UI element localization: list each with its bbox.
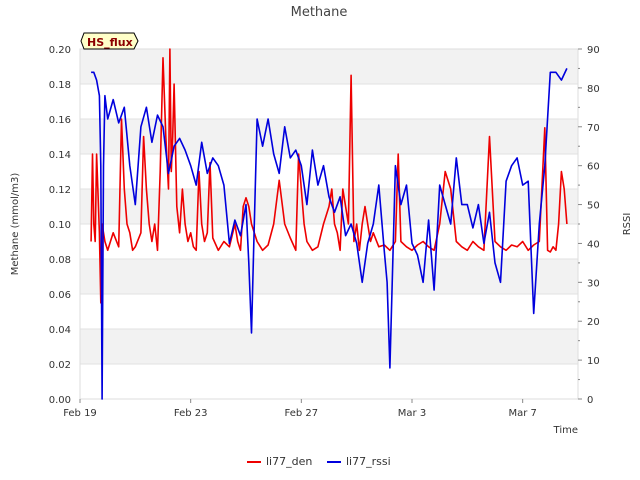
- left-tick-label: 0.02: [49, 360, 71, 371]
- right-tick-label: 70: [587, 123, 600, 134]
- right-tick-label: 30: [587, 278, 600, 289]
- series-line-li77-rssi: [91, 68, 568, 400]
- left-tick-label: 0.04: [49, 325, 71, 336]
- x-tick-label: Mar 7: [508, 408, 536, 419]
- right-tick-label: 0: [587, 395, 593, 406]
- series-layer: [90, 48, 568, 400]
- plot-band: [80, 119, 578, 154]
- right-tick-label: 40: [587, 239, 600, 250]
- legend-label-li77-den: li77_den: [266, 455, 312, 468]
- right-tick-label: 20: [587, 317, 600, 328]
- x-tick-label: Feb 19: [63, 408, 97, 419]
- series-line-li77-den: [90, 48, 568, 304]
- right-tick-label: 90: [587, 45, 600, 56]
- right-tick-label: 10: [587, 356, 600, 367]
- badge-label: HS_flux: [87, 36, 133, 49]
- right-axis-ticks: 0 10 20 30 40 50 60 70 80 90: [578, 45, 600, 406]
- x-tick-label: Feb 23: [174, 408, 208, 419]
- left-tick-label: 0.16: [49, 115, 71, 126]
- left-tick-label: 0.18: [49, 80, 71, 91]
- legend: li77_den li77_rssi: [247, 455, 391, 468]
- left-tick-label: 0.14: [49, 150, 71, 161]
- left-tick-label: 0.20: [49, 45, 71, 56]
- plot-band: [80, 329, 578, 364]
- left-tick-label: 0.12: [49, 185, 71, 196]
- x-axis-title: Time: [553, 425, 578, 436]
- left-axis-ticks: 0.00 0.02 0.04 0.06 0.08 0.10 0.12 0.14 0.16 0.18…: [49, 45, 71, 406]
- left-tick-label: 0.06: [49, 290, 71, 301]
- right-tick-label: 80: [587, 84, 600, 95]
- chart-title: Methane: [291, 5, 348, 20]
- y-axis-title-left: Methane (mmol/m3): [10, 173, 21, 276]
- right-tick-label: 60: [587, 162, 600, 173]
- left-tick-label: 0.00: [49, 395, 71, 406]
- x-axis-ticks: Feb 19 Feb 23 Feb 27 Mar 3 Mar 7: [63, 399, 537, 419]
- x-tick-label: Feb 27: [285, 408, 319, 419]
- plot-band: [80, 49, 578, 84]
- x-tick-label: Mar 3: [398, 408, 426, 419]
- y-axis-title-right: RSSI: [622, 213, 633, 236]
- gridlines: [80, 48, 578, 400]
- hs-flux-badge: HS_flux: [80, 32, 139, 50]
- plot-band: [80, 259, 578, 294]
- right-tick-label: 50: [587, 201, 600, 212]
- left-tick-label: 0.10: [49, 220, 71, 231]
- left-tick-label: 0.08: [49, 255, 71, 266]
- legend-label-li77-rssi: li77_rssi: [346, 455, 391, 468]
